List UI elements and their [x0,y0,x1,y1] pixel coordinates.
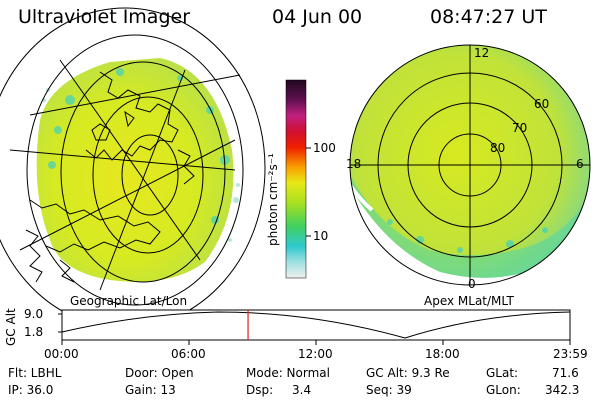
geographic-panel [0,7,266,329]
altitude-xtick-1200: 12:00 [298,347,333,361]
colorbar-unit-label: photon cm⁻²s⁻¹ [266,153,280,246]
glat-label: GLat: [486,366,519,380]
gc-alt-info: GC Alt: 9.3 Re [366,366,450,380]
dsp-label: Dsp: [246,383,274,397]
ip-info: IP: 36.0 [8,383,54,397]
mlat-label-70: 70 [512,121,528,135]
glat-value: 71.6 [552,366,579,380]
altitude-ytick-high: 9.0 [24,307,44,321]
filter-info: Flt: LBHL [8,366,62,380]
altitude-plot [58,309,571,345]
altitude-xtick-0600: 06:00 [171,347,206,361]
mlt-label-0: 0 [468,277,476,291]
mlat-label-60: 60 [534,97,550,111]
door-info: Door: Open [125,366,194,380]
altitude-xtick-2359: 23:59 [553,347,588,361]
intensity-colorbar [285,79,311,279]
altitude-curve [61,311,571,339]
dsp-value: 3.4 [292,383,312,397]
time-label: 08:47:27 UT [430,6,547,28]
geographic-panel-label: Geographic Lat/Lon [70,294,188,308]
date-label: 04 Jun 00 [272,6,363,28]
mlt-label-6: 6 [576,157,584,171]
magnetic-panel-label: Apex MLat/MLT [424,294,514,308]
altitude-ylabel: GC Alt [4,308,18,346]
mode-info: Mode: Normal [246,366,330,380]
glon-label: GLon: [486,383,521,397]
colorbar-tick-10: 10 [313,229,329,243]
instrument-title: Ultraviolet Imager [18,6,191,28]
altitude-ytick-low: 1.8 [24,325,44,339]
altitude-xtick-0000: 00:00 [44,347,79,361]
seq-info: Seq: 39 [366,383,412,397]
mlat-label-80: 80 [490,141,506,155]
magnetic-polar-panel [349,44,591,286]
colorbar-tick-100: 100 [313,141,336,155]
mlt-label-18: 18 [346,157,362,171]
altitude-xtick-1800: 18:00 [425,347,460,361]
glon-value: 342.3 [545,383,580,397]
gain-info: Gain: 13 [125,383,176,397]
mlt-label-12: 12 [474,46,490,60]
